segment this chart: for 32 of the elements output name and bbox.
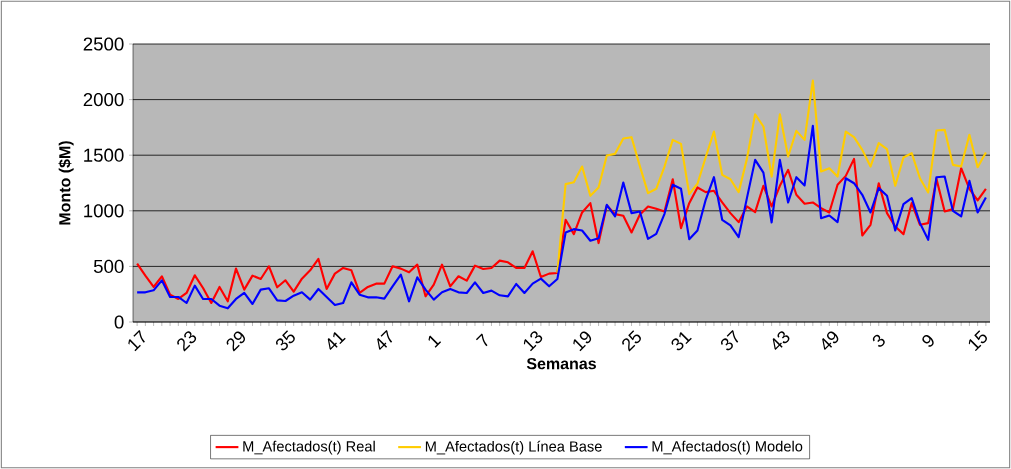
x-tick-label: 15 bbox=[968, 330, 987, 352]
y-tick-label: 1000 bbox=[84, 204, 124, 218]
x-tick-label: 29 bbox=[226, 331, 246, 352]
x-tick-label: 19 bbox=[573, 331, 592, 352]
x-tick-label: 9 bbox=[922, 335, 934, 347]
x-axis-title: Semanas bbox=[526, 357, 596, 370]
x-tick-label: 35 bbox=[275, 330, 295, 351]
x-tick-label: 23 bbox=[177, 331, 197, 352]
x-tick-label: 43 bbox=[772, 331, 790, 350]
x-tick-label: 3 bbox=[872, 334, 885, 347]
x-tick-label: 47 bbox=[377, 329, 393, 350]
x-tick-label: 37 bbox=[720, 329, 739, 351]
x-tick-label: 31 bbox=[671, 332, 692, 351]
y-tick-label: 500 bbox=[93, 259, 124, 274]
x-tick-label: 25 bbox=[622, 330, 641, 352]
line-series bbox=[136, 157, 987, 305]
x-tick-label: 49 bbox=[822, 331, 839, 350]
x-tick-label: 7 bbox=[475, 333, 488, 347]
line-series bbox=[556, 79, 987, 275]
x-tick-label: 1 bbox=[428, 335, 442, 348]
y-tick-label: 2000 bbox=[83, 92, 124, 107]
legend-label: M_Afectados(t) Modelo bbox=[652, 440, 803, 455]
line-series bbox=[136, 124, 987, 310]
y-tick-label: 0 bbox=[114, 315, 124, 329]
y-tick-label: 2500 bbox=[83, 37, 124, 51]
legend-label: M_Afectados(t) Real bbox=[243, 440, 375, 455]
x-tick-label: 13 bbox=[523, 331, 543, 352]
legend-label: M_Afectados(t) Línea Base bbox=[425, 440, 602, 455]
y-axis-title: Monto ($M) bbox=[58, 141, 74, 225]
x-tick-label: 17 bbox=[128, 329, 145, 352]
x-tick-label: 41 bbox=[327, 332, 346, 350]
y-tick-label: 1500 bbox=[84, 148, 124, 162]
